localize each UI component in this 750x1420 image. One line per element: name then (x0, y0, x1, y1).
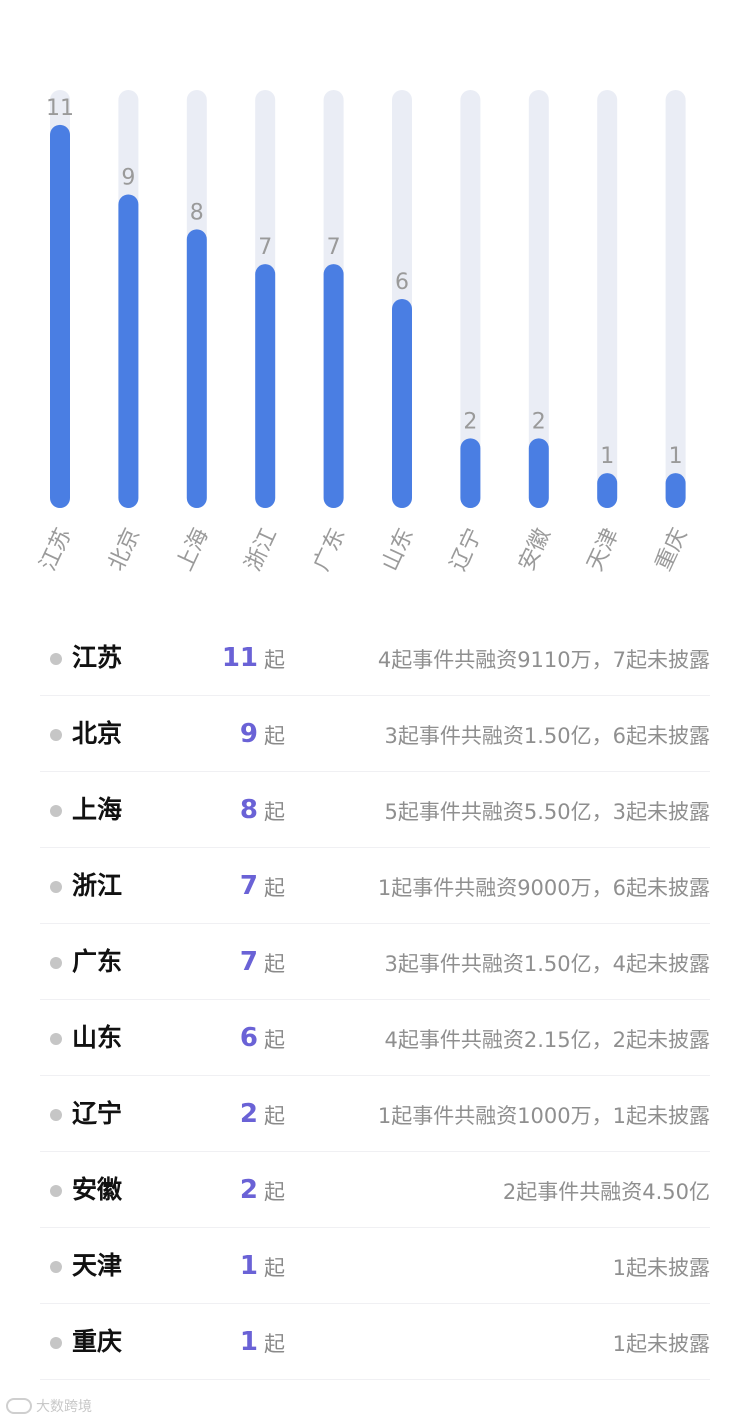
province-name: 北京 (72, 719, 123, 748)
bar-浙江 (255, 264, 276, 508)
category-label-浙江: 浙江 (241, 525, 282, 575)
watermark: 大数跨境 (6, 1396, 92, 1416)
province-name: 天津 (72, 1251, 123, 1280)
event-count: 9 (239, 719, 258, 749)
count-unit: 起 (264, 952, 285, 976)
bar-track-8 (597, 90, 618, 508)
financing-description: 1起事件共融资1000万，1起未披露 (377, 1104, 710, 1128)
category-label-上海: 上海 (172, 525, 213, 575)
value-label-安徽: 2 (532, 409, 546, 434)
bar-安徽 (528, 438, 549, 508)
event-count: 2 (239, 1099, 258, 1129)
event-count: 6 (239, 1023, 258, 1053)
value-label-天津: 1 (600, 444, 614, 469)
financing-description: 4起事件共融资2.15亿，2起未披露 (384, 1028, 710, 1052)
bar-track-9 (665, 90, 686, 508)
province-name: 山东 (72, 1023, 123, 1052)
bar-江苏 (50, 124, 70, 508)
count-unit: 起 (264, 1332, 285, 1356)
province-name: 辽宁 (72, 1099, 123, 1128)
count-unit: 起 (264, 1028, 285, 1052)
event-count: 2 (239, 1175, 258, 1205)
list-item: 辽宁 2 起 1起事件共融资1000万，1起未披露 (40, 1076, 710, 1152)
category-label-北京: 北京 (104, 525, 145, 575)
value-label-浙江: 7 (258, 235, 272, 260)
province-list: 江苏 11 起 4起事件共融资9110万，7起未披露 北京 9 起 3起事件共融资1.50亿，… (40, 620, 710, 1380)
bullet-dot-icon (50, 653, 62, 665)
list-item: 江苏 11 起 4起事件共融资9110万，7起未披露 (40, 620, 710, 696)
bar-上海 (186, 229, 207, 509)
bar-track-7 (528, 90, 549, 508)
value-label-山东: 6 (395, 270, 409, 295)
event-count: 11 (221, 643, 258, 673)
watermark-text: 大数跨境 (36, 1399, 92, 1415)
event-count: 7 (239, 871, 258, 901)
list-item: 广东 7 起 3起事件共融资1.50亿，4起未披露 (40, 924, 710, 1000)
count-unit: 起 (264, 648, 285, 672)
financing-description: 1起事件共融资9000万，6起未披露 (377, 876, 710, 900)
count-unit: 起 (264, 724, 285, 748)
bar-天津 (597, 473, 618, 508)
province-name: 上海 (72, 795, 123, 824)
financing-description: 4起事件共融资9110万，7起未披露 (377, 648, 710, 672)
financing-description: 1起未披露 (612, 1256, 710, 1280)
list-item: 安徽 2 起 2起事件共融资4.50亿 (40, 1152, 710, 1228)
category-label-广东: 广东 (309, 525, 350, 575)
financing-description: 3起事件共融资1.50亿，4起未披露 (384, 952, 710, 976)
value-label-重庆: 1 (669, 444, 683, 469)
event-count: 8 (239, 795, 258, 825)
bar-广东 (323, 264, 344, 508)
value-label-广东: 7 (327, 235, 341, 260)
list-item: 山东 6 起 4起事件共融资2.15亿，2起未披露 (40, 1000, 710, 1076)
bullet-dot-icon (50, 957, 62, 969)
list-item: 北京 9 起 3起事件共融资1.50亿，6起未披露 (40, 696, 710, 772)
financing-description: 5起事件共融资5.50亿，3起未披露 (384, 800, 710, 824)
bar-山东 (392, 299, 412, 508)
bullet-dot-icon (50, 1109, 62, 1121)
event-count: 7 (239, 947, 258, 977)
bullet-dot-icon (50, 1185, 62, 1197)
bullet-dot-icon (50, 881, 62, 893)
event-count: 1 (239, 1327, 258, 1357)
province-name: 广东 (72, 947, 123, 976)
bullet-dot-icon (50, 729, 62, 741)
province-name: 浙江 (72, 871, 123, 900)
list-item: 浙江 7 起 1起事件共融资9000万，6起未披露 (40, 848, 710, 924)
bullet-dot-icon (50, 805, 62, 817)
value-label-北京: 9 (121, 166, 135, 191)
count-unit: 起 (264, 800, 285, 824)
bar-辽宁 (460, 438, 481, 508)
count-unit: 起 (264, 876, 285, 900)
category-label-山东: 山东 (378, 525, 419, 575)
watermark-logo-icon (6, 1398, 32, 1414)
category-label-江苏: 江苏 (36, 525, 77, 575)
bar-北京 (118, 194, 139, 508)
category-label-重庆: 重庆 (651, 525, 692, 575)
bullet-dot-icon (50, 1033, 62, 1045)
event-count: 1 (239, 1251, 258, 1281)
count-unit: 起 (264, 1180, 285, 1204)
bar-track-6 (460, 90, 481, 508)
category-label-安徽: 安徽 (514, 525, 555, 575)
list-item: 天津 1 起 1起未披露 (40, 1228, 710, 1304)
count-unit: 起 (264, 1256, 285, 1280)
value-label-辽宁: 2 (463, 409, 477, 434)
financing-description: 3起事件共融资1.50亿，6起未披露 (384, 724, 710, 748)
category-label-天津: 天津 (583, 525, 624, 575)
category-label-辽宁: 辽宁 (446, 525, 487, 575)
province-bar-chart: 11 江苏 9 北京 8 上海 7 浙江 7 广东 6 山东 2 辽宁 2 安徽 1 天津 1 重庆 (36, 90, 692, 575)
list-item: 重庆 1 起 1起未披露 (40, 1304, 710, 1380)
bullet-dot-icon (50, 1261, 62, 1273)
bullet-dot-icon (50, 1337, 62, 1349)
province-name: 重庆 (72, 1327, 123, 1356)
financing-description: 1起未披露 (612, 1332, 710, 1356)
financing-description: 2起事件共融资4.50亿 (502, 1180, 710, 1204)
list-item: 上海 8 起 5起事件共融资5.50亿，3起未披露 (40, 772, 710, 848)
province-name: 江苏 (72, 643, 123, 672)
value-label-江苏: 11 (46, 96, 74, 121)
count-unit: 起 (264, 1104, 285, 1128)
bar-重庆 (665, 473, 686, 508)
value-label-上海: 8 (190, 200, 204, 225)
province-name: 安徽 (72, 1175, 123, 1204)
